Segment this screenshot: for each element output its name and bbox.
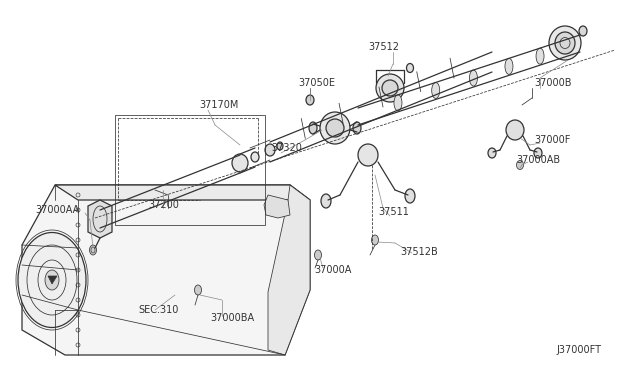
Ellipse shape (488, 148, 496, 158)
Text: 37512B: 37512B (400, 247, 438, 257)
Bar (115, 115, 265, 225)
Ellipse shape (432, 83, 440, 99)
Ellipse shape (90, 245, 97, 255)
Ellipse shape (358, 144, 378, 166)
Ellipse shape (309, 122, 317, 134)
Ellipse shape (306, 95, 314, 105)
Ellipse shape (579, 26, 587, 36)
Polygon shape (264, 195, 290, 218)
Text: 37512: 37512 (368, 42, 399, 52)
Ellipse shape (195, 285, 202, 295)
Polygon shape (48, 276, 57, 284)
Ellipse shape (406, 64, 413, 73)
Ellipse shape (534, 148, 542, 158)
Text: 37000AA: 37000AA (35, 205, 79, 215)
Ellipse shape (265, 144, 275, 156)
Ellipse shape (314, 250, 321, 260)
Text: 37000A: 37000A (314, 265, 351, 275)
Ellipse shape (516, 160, 524, 170)
Polygon shape (55, 185, 310, 200)
Ellipse shape (18, 232, 86, 327)
Ellipse shape (376, 74, 404, 102)
Polygon shape (22, 185, 310, 355)
Ellipse shape (549, 26, 581, 60)
Ellipse shape (277, 142, 283, 150)
Ellipse shape (470, 70, 477, 86)
Ellipse shape (232, 154, 248, 172)
Text: 37000BA: 37000BA (210, 313, 254, 323)
Ellipse shape (394, 95, 402, 111)
Ellipse shape (506, 120, 524, 140)
Ellipse shape (505, 58, 513, 74)
Text: J37000FT: J37000FT (556, 345, 601, 355)
Text: 37000AB: 37000AB (516, 155, 560, 165)
Ellipse shape (555, 32, 575, 54)
Ellipse shape (536, 48, 544, 64)
Ellipse shape (382, 80, 398, 96)
Ellipse shape (353, 122, 361, 134)
Text: 37000F: 37000F (534, 135, 570, 145)
Ellipse shape (251, 152, 259, 162)
Ellipse shape (320, 112, 350, 144)
Text: 37200: 37200 (148, 200, 179, 210)
Ellipse shape (371, 235, 378, 245)
Text: 37050E: 37050E (298, 78, 335, 88)
Polygon shape (268, 185, 310, 355)
Text: SEC.310: SEC.310 (138, 305, 179, 315)
Ellipse shape (405, 189, 415, 203)
Text: 37000B: 37000B (534, 78, 572, 88)
Ellipse shape (45, 270, 59, 290)
Ellipse shape (326, 119, 344, 137)
Ellipse shape (321, 194, 331, 208)
Text: 37320: 37320 (271, 143, 302, 153)
Polygon shape (88, 200, 112, 238)
Text: 37511: 37511 (378, 207, 409, 217)
Text: 37170M: 37170M (199, 100, 238, 110)
